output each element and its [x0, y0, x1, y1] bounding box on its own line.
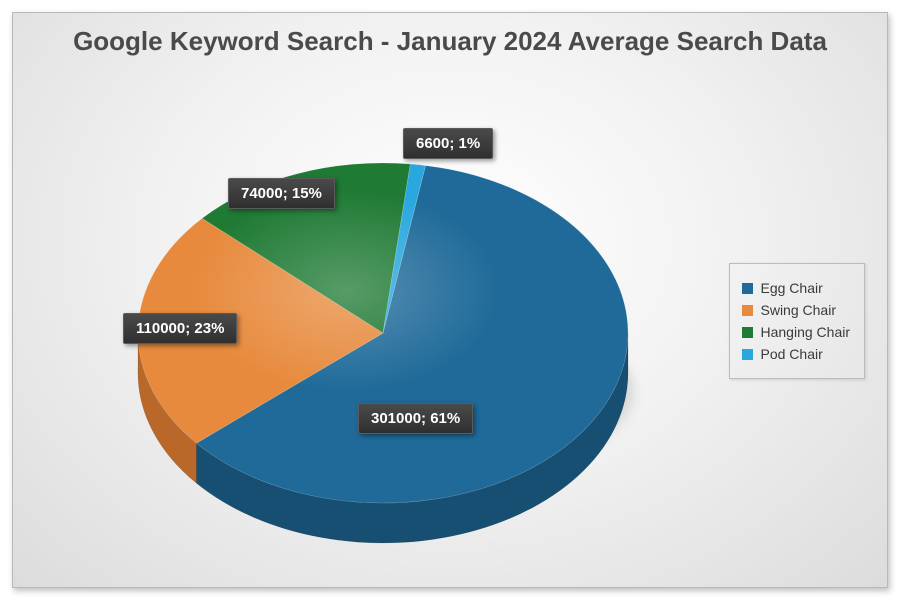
chart-panel: Google Keyword Search - January 2024 Ave…: [12, 12, 888, 588]
legend-label: Egg Chair: [761, 280, 823, 296]
legend-item-egg-chair: Egg Chair: [742, 280, 851, 296]
legend-swatch: [742, 349, 753, 360]
legend-swatch: [742, 327, 753, 338]
legend-label: Hanging Chair: [761, 324, 851, 340]
legend-label: Swing Chair: [761, 302, 836, 318]
legend-swatch: [742, 305, 753, 316]
legend-item-swing-chair: Swing Chair: [742, 302, 851, 318]
legend-item-pod-chair: Pod Chair: [742, 346, 851, 362]
image-frame: Google Keyword Search - January 2024 Ave…: [0, 0, 900, 600]
legend-label: Pod Chair: [761, 346, 823, 362]
data-label-egg-chair: 301000; 61%: [358, 403, 473, 434]
legend-box: Egg Chair Swing Chair Hanging Chair Pod …: [729, 263, 866, 379]
legend-item-hanging-chair: Hanging Chair: [742, 324, 851, 340]
data-label-swing-chair: 110000; 23%: [123, 313, 237, 344]
chart-title: Google Keyword Search - January 2024 Ave…: [13, 13, 887, 57]
data-label-hanging-chair: 74000; 15%: [228, 178, 335, 209]
data-label-pod-chair: 6600; 1%: [403, 128, 493, 159]
legend-swatch: [742, 283, 753, 294]
